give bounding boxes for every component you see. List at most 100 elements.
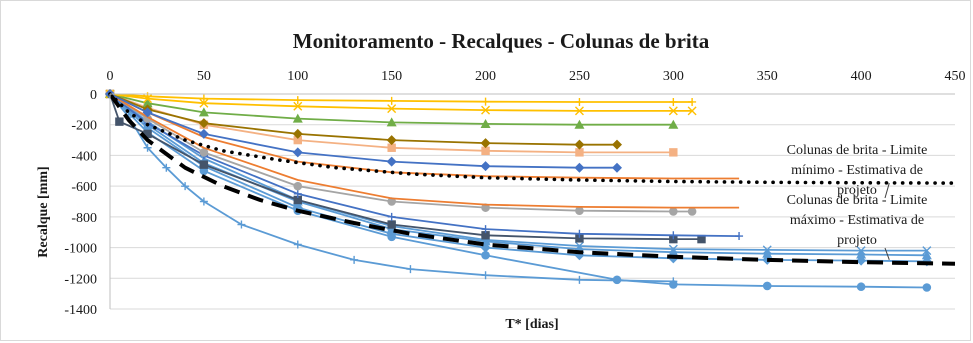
annotation: Colunas de brita - Limite mínimo - Estima… bbox=[787, 143, 928, 199]
data-point bbox=[481, 105, 491, 115]
data-point bbox=[762, 248, 773, 258]
annotation-text: projeto bbox=[837, 183, 877, 198]
data-point bbox=[480, 161, 491, 172]
data-point bbox=[575, 275, 584, 284]
series bbox=[108, 92, 956, 266]
data-point bbox=[386, 156, 397, 167]
data-point bbox=[386, 117, 397, 127]
y-tick-label: -800 bbox=[71, 211, 97, 226]
series bbox=[105, 89, 697, 116]
data-point bbox=[350, 255, 359, 264]
data-point bbox=[293, 135, 302, 145]
data-point bbox=[387, 143, 396, 152]
annotation-leader bbox=[884, 247, 890, 261]
data-point bbox=[481, 225, 490, 234]
data-point bbox=[292, 128, 303, 139]
data-point bbox=[142, 98, 153, 108]
series bbox=[108, 92, 957, 185]
data-point bbox=[688, 97, 697, 106]
data-point bbox=[199, 148, 209, 157]
data-point bbox=[387, 96, 396, 105]
data-point bbox=[481, 146, 490, 156]
data-point bbox=[115, 117, 124, 126]
data-point bbox=[921, 250, 932, 260]
x-tick-label: 0 bbox=[107, 69, 114, 84]
series bbox=[109, 93, 740, 209]
data-point bbox=[574, 106, 584, 116]
data-point bbox=[143, 129, 152, 139]
data-point bbox=[181, 182, 190, 191]
data-point bbox=[293, 240, 302, 249]
data-point bbox=[293, 101, 303, 111]
data-point bbox=[735, 232, 744, 241]
data-point bbox=[668, 244, 678, 254]
data-point bbox=[612, 139, 622, 150]
data-point bbox=[762, 281, 772, 291]
chart-title: Monitoramento - Recalques - Colunas de b… bbox=[293, 29, 710, 53]
series-line bbox=[108, 92, 956, 266]
data-point bbox=[199, 197, 208, 206]
x-tick-label: 150 bbox=[381, 69, 402, 84]
data-point bbox=[481, 271, 490, 280]
data-point bbox=[387, 220, 396, 229]
x-tick-labels: 0 50 100 150 200 250 300 350 400 450 bbox=[107, 69, 966, 84]
data-point bbox=[293, 96, 302, 105]
series bbox=[105, 89, 622, 173]
y-tick-label: -1000 bbox=[64, 242, 97, 257]
series bbox=[106, 90, 744, 241]
x-tick-label: 350 bbox=[757, 69, 778, 84]
data-point bbox=[143, 143, 152, 152]
data-point bbox=[387, 212, 396, 221]
annotation-leader bbox=[884, 182, 890, 199]
annotation-text: mínimo - Estimativa de bbox=[791, 163, 923, 178]
data-point bbox=[612, 162, 622, 173]
y-tick-label: 0 bbox=[90, 88, 97, 103]
y-tick-label: -600 bbox=[71, 180, 97, 195]
series-line bbox=[109, 93, 740, 209]
data-point bbox=[575, 229, 584, 238]
series-line bbox=[109, 93, 674, 126]
data-point bbox=[292, 113, 303, 123]
data-point bbox=[237, 220, 246, 229]
data-point bbox=[198, 118, 209, 129]
data-point bbox=[669, 280, 678, 289]
y-tick-label: -1400 bbox=[64, 303, 97, 318]
data-point bbox=[575, 97, 584, 106]
data-point bbox=[574, 162, 585, 173]
series-layer bbox=[105, 89, 957, 292]
data-point bbox=[856, 246, 866, 256]
x-tick-label: 400 bbox=[851, 69, 872, 84]
data-point bbox=[856, 282, 866, 292]
series-line bbox=[109, 93, 617, 169]
data-point bbox=[293, 189, 302, 198]
data-point bbox=[575, 206, 584, 216]
series-line bbox=[109, 93, 674, 154]
data-point bbox=[293, 195, 302, 205]
data-point bbox=[612, 275, 622, 285]
data-point bbox=[668, 119, 679, 129]
annotations: Colunas de brita - Limite mínimo - Estima… bbox=[787, 143, 928, 261]
data-point bbox=[406, 265, 415, 274]
data-point bbox=[687, 106, 697, 116]
data-point bbox=[575, 234, 584, 243]
x-tick-label: 200 bbox=[475, 69, 496, 84]
y-tick-labels: 0 -200 -400 -600 -800 -1000 -1200 -1400 bbox=[64, 88, 97, 318]
x-tick-label: 300 bbox=[663, 69, 684, 84]
data-point bbox=[480, 138, 491, 149]
data-point bbox=[669, 97, 678, 106]
x-axis-title: T* [dias] bbox=[505, 317, 558, 332]
x-tick-label: 50 bbox=[197, 69, 211, 84]
data-point bbox=[480, 118, 491, 128]
data-point bbox=[574, 119, 585, 129]
data-point bbox=[697, 234, 706, 244]
data-point bbox=[198, 107, 209, 117]
y-tick-label: -1200 bbox=[64, 272, 97, 287]
annotation: Colunas de brita - Limite máximo - Estima… bbox=[787, 193, 927, 261]
data-point bbox=[142, 107, 153, 118]
data-point bbox=[856, 249, 867, 259]
data-point bbox=[199, 160, 209, 169]
annotation-text: Colunas de brita - Limite bbox=[787, 143, 928, 158]
data-point bbox=[386, 135, 397, 146]
